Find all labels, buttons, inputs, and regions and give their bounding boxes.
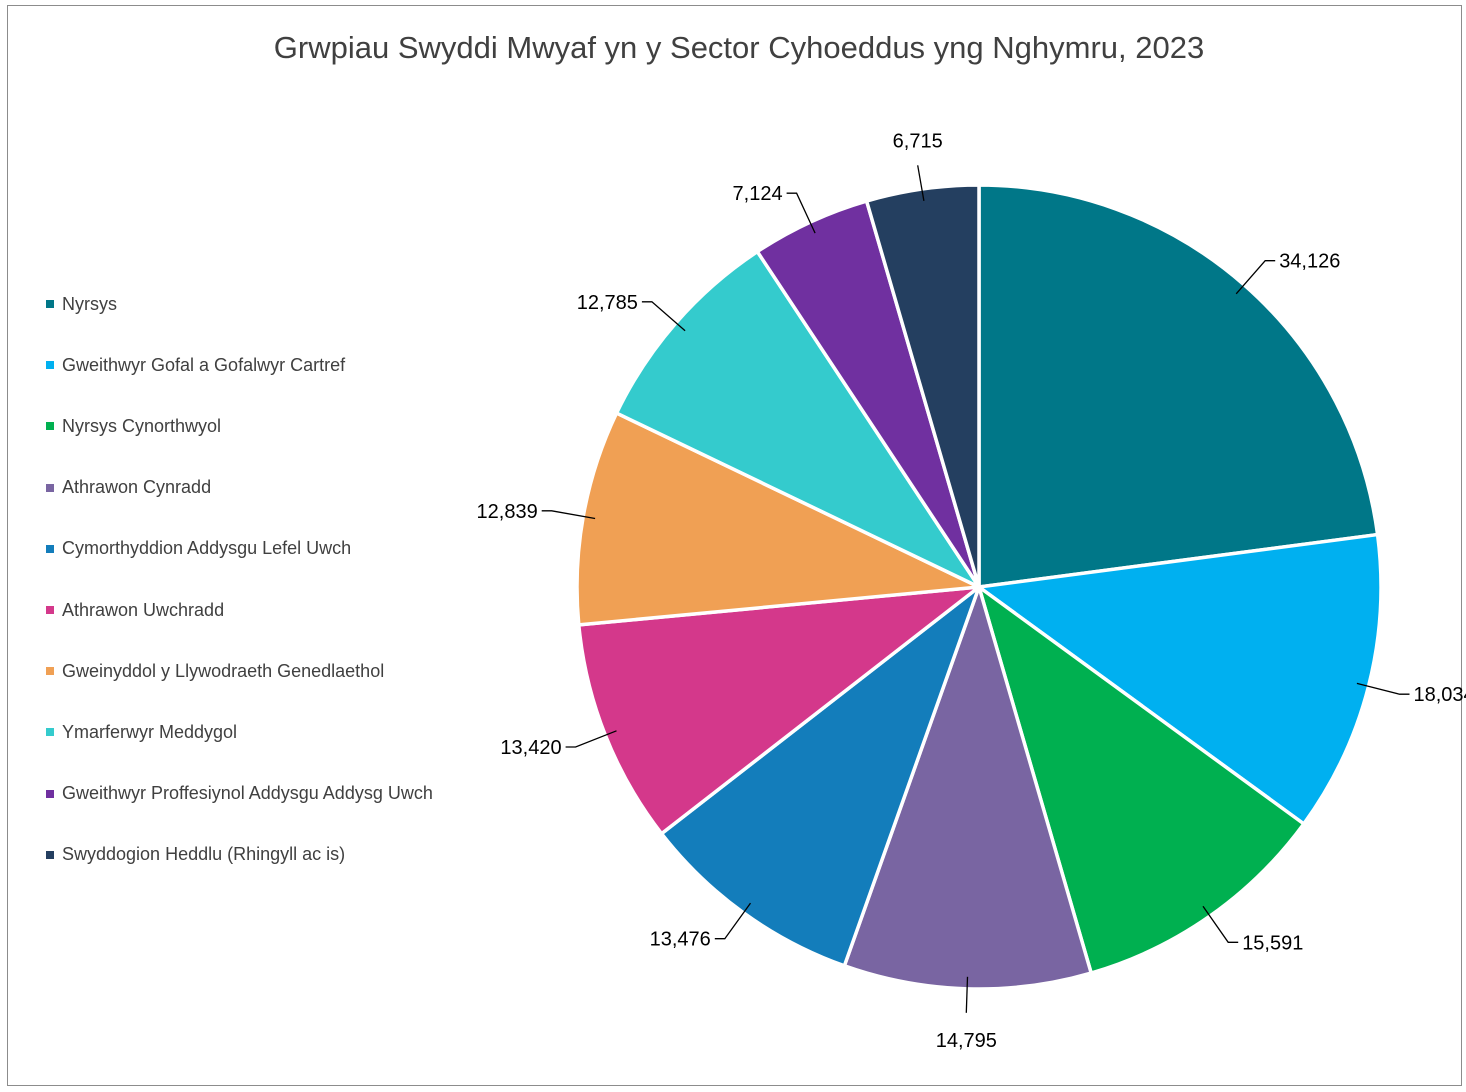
legend-label: Nyrsys <box>62 293 117 314</box>
legend-item: Cymorthyddion Addysgu Lefel Uwch <box>46 537 351 561</box>
legend-swatch <box>46 300 54 308</box>
leader-line <box>1202 905 1239 943</box>
legend-item: Swyddogion Heddlu (Rhingyll ac is) <box>46 843 345 867</box>
leader-line <box>1235 260 1276 295</box>
leader-line <box>1356 682 1410 695</box>
pie-slice <box>977 183 1380 589</box>
legend-item: Athrawon Uwchradd <box>46 598 224 622</box>
legend-label: Gweithwyr Proffesiynol Addysgu Addysg Uw… <box>62 783 433 804</box>
data-label: 7,124 <box>733 183 783 205</box>
leader-line <box>965 976 969 1013</box>
legend-label: Athrawon Cynradd <box>62 477 212 498</box>
data-label: 12,785 <box>577 292 638 314</box>
legend-item: Gweinyddol y Llywodraeth Genedlaethol <box>46 659 384 683</box>
legend-label: Nyrsys Cynorthwyol <box>62 415 222 436</box>
data-label: 12,839 <box>477 501 538 523</box>
legend-swatch <box>46 728 54 737</box>
legend-item: Athrawon Cynradd <box>46 476 211 500</box>
legend-label: Ymarferwyr Meddygol <box>62 721 238 742</box>
legend-label: Athrawon Uwchradd <box>62 599 225 620</box>
leader-line <box>541 510 596 520</box>
legend-item: Gweithwyr Proffesiynol Addysgu Addysg Uw… <box>46 782 433 806</box>
data-label: 14,795 <box>936 1030 997 1052</box>
leader-line <box>917 165 925 202</box>
legend-swatch <box>46 544 54 553</box>
data-label: 6,715 <box>893 130 943 152</box>
leader-line <box>714 902 752 940</box>
legend-label: Swyddogion Heddlu (Rhingyll ac is) <box>62 844 346 865</box>
legend-swatch <box>46 850 54 859</box>
leader-line <box>641 301 686 332</box>
leader-line <box>565 730 617 748</box>
legend-swatch <box>46 422 54 431</box>
leader-line <box>786 192 816 234</box>
legend-item: Nyrsys Cynorthwyol <box>46 414 221 438</box>
legend-swatch <box>46 483 54 492</box>
data-label: 34,126 <box>1279 251 1340 273</box>
legend-label: Gweinyddol y Llywodraeth Genedlaethol <box>62 660 385 681</box>
legend-item: Gweithwyr Gofal a Gofalwyr Cartref <box>46 353 345 377</box>
legend-label: Gweithwyr Gofal a Gofalwyr Cartref <box>62 354 346 375</box>
data-label: 15,591 <box>1242 932 1303 954</box>
data-label: 13,476 <box>650 929 711 951</box>
legend-swatch <box>46 361 54 370</box>
chart-title: Grwpiau Swyddi Mwyaf yn y Sector Cyhoedd… <box>273 30 1205 65</box>
legend-item: Nyrsys <box>46 292 117 316</box>
legend-item: Ymarferwyr Meddygol <box>46 720 237 744</box>
legend-swatch <box>46 606 54 614</box>
data-label: 13,420 <box>500 737 561 759</box>
legend-swatch <box>46 789 54 798</box>
legend-swatch <box>46 667 54 676</box>
data-label: 18,034 <box>1414 684 1466 706</box>
legend-label: Cymorthyddion Addysgu Lefel Uwch <box>62 538 352 559</box>
